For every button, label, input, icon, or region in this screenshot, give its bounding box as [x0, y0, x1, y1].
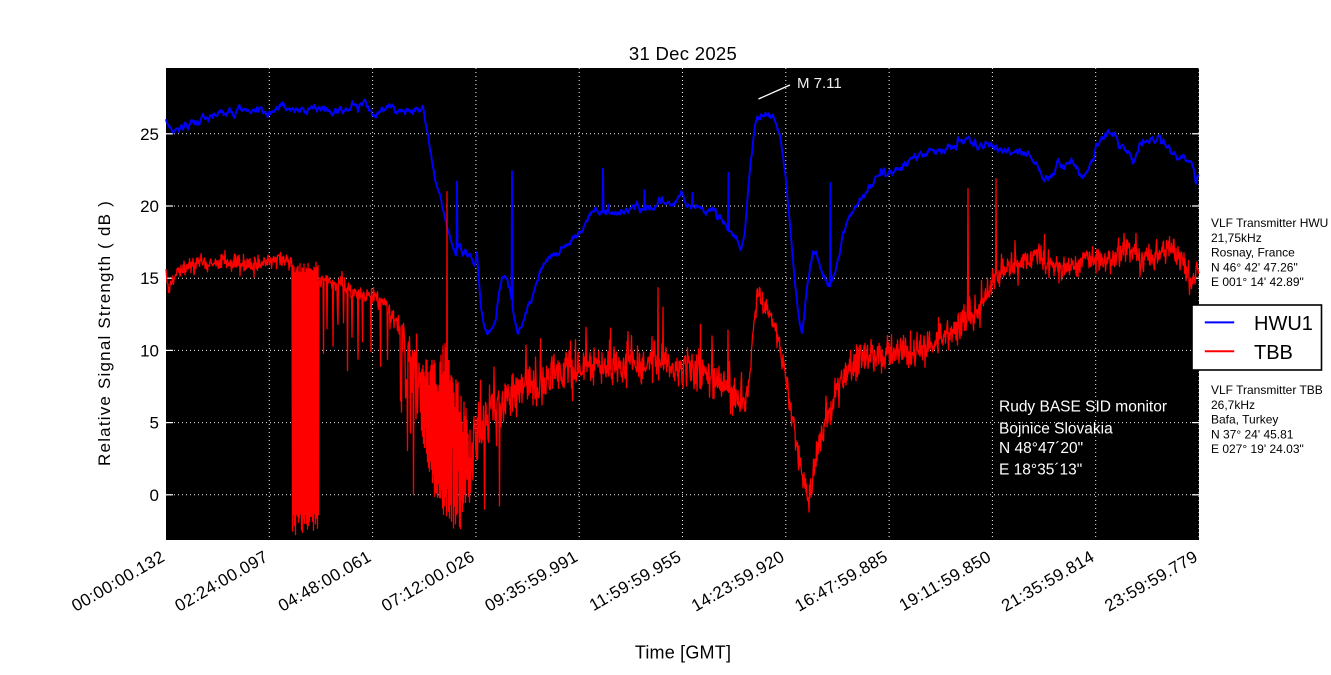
- svg-text:20: 20: [140, 197, 159, 216]
- svg-text:HWU1: HWU1: [1254, 313, 1313, 335]
- svg-text:E 18°35´13": E 18°35´13": [999, 462, 1082, 479]
- svg-text:Bafa, Turkey: Bafa, Turkey: [1211, 413, 1278, 427]
- svg-text:5: 5: [150, 414, 159, 433]
- svg-text:N 37° 24' 45.81: N 37° 24' 45.81: [1211, 427, 1294, 441]
- svg-text:26,7kHz: 26,7kHz: [1211, 398, 1255, 412]
- svg-text:Rosnay, France: Rosnay, France: [1211, 246, 1295, 260]
- svg-text:E 001° 14' 42.89": E 001° 14' 42.89": [1211, 275, 1304, 289]
- svg-text:25: 25: [140, 125, 159, 144]
- svg-text:VLF Transmitter TBB: VLF Transmitter TBB: [1211, 383, 1323, 397]
- svg-text:E 027° 19' 24.03": E 027° 19' 24.03": [1211, 442, 1304, 456]
- svg-text:Rudy BASE SID monitor: Rudy BASE SID monitor: [999, 399, 1167, 416]
- svg-text:N 46° 42' 47.26": N 46° 42' 47.26": [1211, 260, 1298, 274]
- svg-text:M 7.11: M 7.11: [797, 75, 842, 92]
- svg-text:N 48°47´20": N 48°47´20": [999, 440, 1083, 457]
- svg-text:0: 0: [150, 486, 159, 505]
- svg-text:Bojnice Slovakia: Bojnice Slovakia: [999, 421, 1113, 438]
- svg-text:10: 10: [140, 341, 159, 360]
- svg-text:TBB: TBB: [1254, 342, 1293, 364]
- svg-text:31 Dec 2025: 31 Dec 2025: [629, 43, 737, 64]
- svg-text:15: 15: [140, 269, 159, 288]
- svg-text:21,75kHz: 21,75kHz: [1211, 231, 1262, 245]
- svg-text:Time [GMT]: Time [GMT]: [635, 643, 731, 663]
- svg-text:Relative Signal Strength ( dB: Relative Signal Strength ( dB ): [95, 200, 114, 466]
- svg-text:VLF Transmitter HWU: VLF Transmitter HWU: [1211, 216, 1328, 230]
